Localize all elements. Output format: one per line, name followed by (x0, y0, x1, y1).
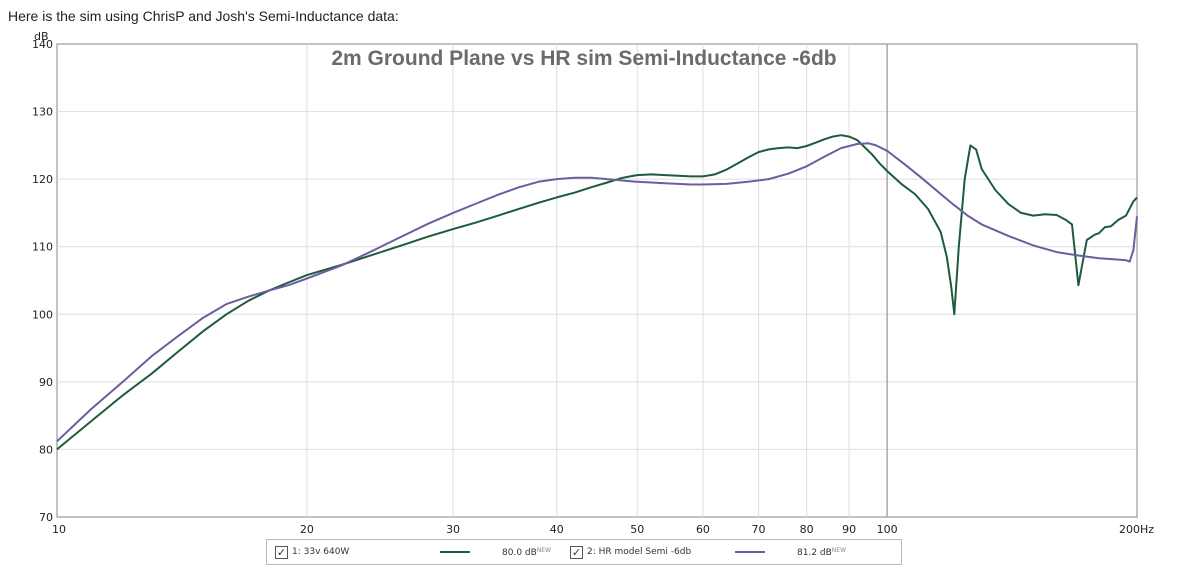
series-line-2 (56, 142, 1138, 443)
x-tick-label-70: 70 (752, 523, 766, 536)
y-tick-label-120: 120 (32, 173, 53, 186)
y-tick-label-90: 90 (39, 376, 53, 389)
series-line-1 (56, 134, 1138, 451)
x-tick-label-60: 60 (696, 523, 710, 536)
x-tick-label-50: 50 (630, 523, 644, 536)
x-tick-label-20: 20 (300, 523, 314, 536)
chart-title: 2m Ground Plane vs HR sim Semi-Inductanc… (331, 47, 836, 70)
x-axis: 10 20 30 40 50 60 70 80 90 100 200Hz (52, 523, 1154, 536)
y-axis: 70 80 90 100 110 120 130 140 (32, 38, 53, 524)
x-tick-label-80: 80 (800, 523, 814, 536)
series1-value: 80.0 dBNEW (502, 547, 562, 558)
intro-text: Here is the sim using ChrisP and Josh's … (8, 8, 399, 24)
series2-value: 81.2 dBNEW (797, 547, 857, 558)
grid (57, 44, 1137, 517)
series1-swatch (440, 551, 470, 553)
legend: ✓ 1: 33v 640W 80.0 dBNEW ✓ 2: HR model S… (266, 539, 902, 565)
frequency-response-chart: 70 80 90 100 110 120 130 140 10 20 30 40 50 60 70 80 90… (32, 30, 1154, 536)
series2-checkbox[interactable]: ✓ (570, 545, 583, 559)
plot-area (56, 43, 1138, 518)
series1-checkbox[interactable]: ✓ (275, 545, 288, 559)
y-axis-label: dB (34, 30, 49, 43)
y-tick-label-80: 80 (39, 443, 53, 456)
series1-value-text: 80.0 dB (502, 547, 537, 558)
y-tick-label-70: 70 (39, 511, 53, 524)
series2-value-text: 81.2 dB (797, 547, 832, 558)
series2-new-badge: NEW (831, 546, 847, 554)
y-tick-label-140: 140 (32, 38, 53, 51)
y-tick-label-110: 110 (32, 241, 53, 254)
x-tick-label-90: 90 (842, 523, 856, 536)
series2-swatch (735, 551, 765, 553)
y-tick-label-130: 130 (32, 106, 53, 119)
x-tick-label-200: 200Hz (1119, 523, 1154, 536)
series1-new-badge: NEW (536, 546, 552, 554)
x-tick-label-10: 10 (52, 523, 66, 536)
x-tick-label-40: 40 (550, 523, 564, 536)
series-group (56, 134, 1138, 451)
x-tick-label-30: 30 (446, 523, 460, 536)
series1-label: 1: 33v 640W (292, 547, 350, 557)
x-tick-label-100: 100 (877, 523, 898, 536)
y-tick-label-100: 100 (32, 308, 53, 321)
series2-label: 2: HR model Semi -6db (587, 547, 692, 557)
